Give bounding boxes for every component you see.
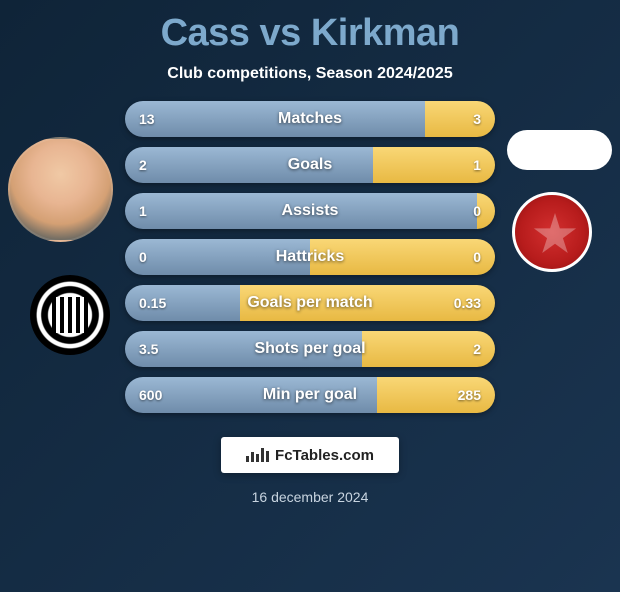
- stat-label: Assists: [125, 193, 495, 229]
- stat-row: 3.52Shots per goal: [125, 331, 495, 367]
- player-right-avatar: [507, 130, 612, 170]
- stat-label: Min per goal: [125, 377, 495, 413]
- footer-date: 16 december 2024: [0, 489, 620, 505]
- brand-bars-icon: [246, 448, 269, 462]
- stat-label: Matches: [125, 101, 495, 137]
- stat-row: 600285Min per goal: [125, 377, 495, 413]
- stat-row: 0.150.33Goals per match: [125, 285, 495, 321]
- stat-label: Goals: [125, 147, 495, 183]
- brand-text: FcTables.com: [275, 447, 374, 464]
- stat-row: 21Goals: [125, 147, 495, 183]
- stats-container: 133Matches 21Goals 10Assists 00Hattricks 0.1…: [125, 101, 495, 413]
- stat-label: Goals per match: [125, 285, 495, 321]
- club-left-badge: [30, 275, 110, 355]
- stat-row: 133Matches: [125, 101, 495, 137]
- club-right-badge: [512, 192, 592, 272]
- stat-row: 00Hattricks: [125, 239, 495, 275]
- page-title: Cass vs Kirkman: [0, 12, 620, 55]
- player-left-avatar: [8, 137, 113, 242]
- stat-label: Hattricks: [125, 239, 495, 275]
- brand-logo: FcTables.com: [221, 437, 399, 473]
- stat-row: 10Assists: [125, 193, 495, 229]
- stat-label: Shots per goal: [125, 331, 495, 367]
- subtitle: Club competitions, Season 2024/2025: [0, 65, 620, 83]
